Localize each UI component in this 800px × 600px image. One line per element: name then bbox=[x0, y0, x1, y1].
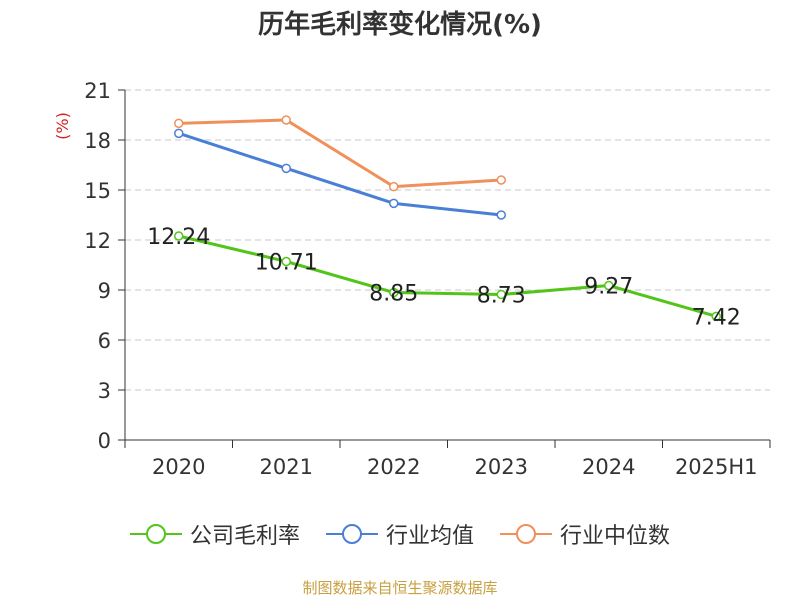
data-point bbox=[389, 181, 399, 192]
y-tick-label: 15 bbox=[84, 179, 111, 203]
data-point bbox=[389, 198, 399, 209]
legend-label: 行业均值 bbox=[385, 524, 474, 549]
data-label: 9.27 bbox=[584, 275, 633, 300]
legend-marker-icon bbox=[325, 524, 378, 544]
legend-label: 公司毛利率 bbox=[189, 524, 300, 549]
series-line bbox=[178, 131, 502, 217]
x-tick-label: 2022 bbox=[367, 455, 420, 479]
grid-layer bbox=[125, 89, 770, 391]
data-label: 12.24 bbox=[147, 225, 210, 250]
data-point bbox=[496, 175, 506, 185]
legend-item[interactable]: 行业中位数 bbox=[500, 518, 670, 550]
series-line bbox=[178, 118, 502, 189]
legend-item[interactable]: 公司毛利率 bbox=[129, 518, 300, 550]
y-tick-label: 18 bbox=[84, 129, 111, 153]
legend: 公司毛利率 行业均值 行业中位数 bbox=[0, 518, 800, 550]
data-point bbox=[174, 128, 184, 139]
legend-marker-icon bbox=[500, 524, 552, 544]
chart-title: 历年毛利率变化情况(%) bbox=[258, 10, 542, 40]
data-point bbox=[496, 210, 506, 220]
data-point bbox=[281, 115, 291, 125]
x-tick-label: 2020 bbox=[152, 455, 205, 479]
y-tick-label: 12 bbox=[84, 229, 111, 253]
data-label: 7.42 bbox=[692, 305, 741, 330]
data-label: 8.85 bbox=[369, 282, 418, 307]
legend-item[interactable]: 行业均值 bbox=[325, 518, 474, 550]
data-point bbox=[281, 163, 291, 174]
data-point bbox=[174, 118, 184, 129]
data-point bbox=[174, 231, 184, 241]
data-point bbox=[604, 280, 614, 291]
data-point bbox=[711, 311, 721, 322]
series-layer bbox=[174, 115, 721, 322]
x-tick-label: 2021 bbox=[260, 455, 313, 479]
series-line bbox=[178, 234, 717, 318]
data-point bbox=[281, 256, 291, 267]
y-tick-label: 21 bbox=[84, 79, 111, 103]
legend-marker-icon bbox=[129, 524, 182, 544]
data-label: 10.71 bbox=[255, 251, 318, 276]
y-tick-label: 6 bbox=[98, 329, 111, 353]
data-label: 8.73 bbox=[477, 284, 526, 309]
y-axis-label: (%) bbox=[53, 112, 72, 140]
label-layer: 12.24 10.71 8.85 8.73 9.27 7.42 bbox=[147, 225, 740, 330]
y-tick-label: 3 bbox=[98, 379, 111, 403]
data-point bbox=[389, 287, 399, 298]
x-tick-label: 2025H1 bbox=[675, 455, 758, 479]
axis-layer: 0 3 6 9 12 15 18 21 2020 2021 2022 2023 2024 2025H1 (%… bbox=[53, 79, 771, 479]
source-note: 制图数据来自恒生聚源数据库 bbox=[302, 579, 498, 597]
y-tick-label: 0 bbox=[98, 429, 111, 453]
x-tick-label: 2024 bbox=[582, 455, 635, 479]
y-tick-label: 9 bbox=[98, 279, 111, 303]
legend-label: 行业中位数 bbox=[560, 524, 671, 549]
x-tick-label: 2023 bbox=[475, 455, 528, 479]
data-point bbox=[496, 289, 506, 300]
